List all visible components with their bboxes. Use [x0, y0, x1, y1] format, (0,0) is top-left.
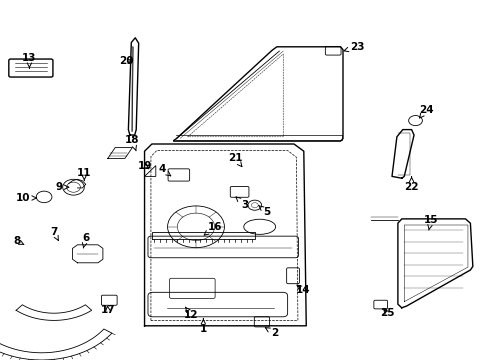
- Text: 6: 6: [82, 233, 89, 248]
- Text: 1: 1: [200, 319, 207, 334]
- Text: 25: 25: [380, 308, 394, 318]
- Text: 12: 12: [184, 307, 198, 320]
- Text: 11: 11: [77, 168, 92, 181]
- Text: 3: 3: [236, 197, 248, 210]
- Text: 14: 14: [295, 285, 310, 295]
- Text: 10: 10: [16, 193, 37, 203]
- Text: 23: 23: [344, 42, 365, 52]
- Text: 16: 16: [204, 222, 222, 235]
- Text: 21: 21: [228, 153, 243, 167]
- Text: 5: 5: [259, 206, 270, 217]
- Text: 17: 17: [100, 305, 115, 315]
- Text: 19: 19: [137, 161, 152, 171]
- Text: 22: 22: [404, 177, 419, 192]
- Text: 24: 24: [419, 105, 434, 118]
- Text: 13: 13: [22, 53, 37, 68]
- Text: 7: 7: [50, 227, 58, 240]
- Text: 9: 9: [55, 182, 69, 192]
- Text: 2: 2: [265, 328, 278, 338]
- Text: 18: 18: [125, 135, 140, 151]
- Text: 20: 20: [119, 56, 134, 66]
- Text: 15: 15: [424, 215, 439, 230]
- Text: 4: 4: [158, 164, 171, 176]
- Text: 8: 8: [14, 236, 24, 246]
